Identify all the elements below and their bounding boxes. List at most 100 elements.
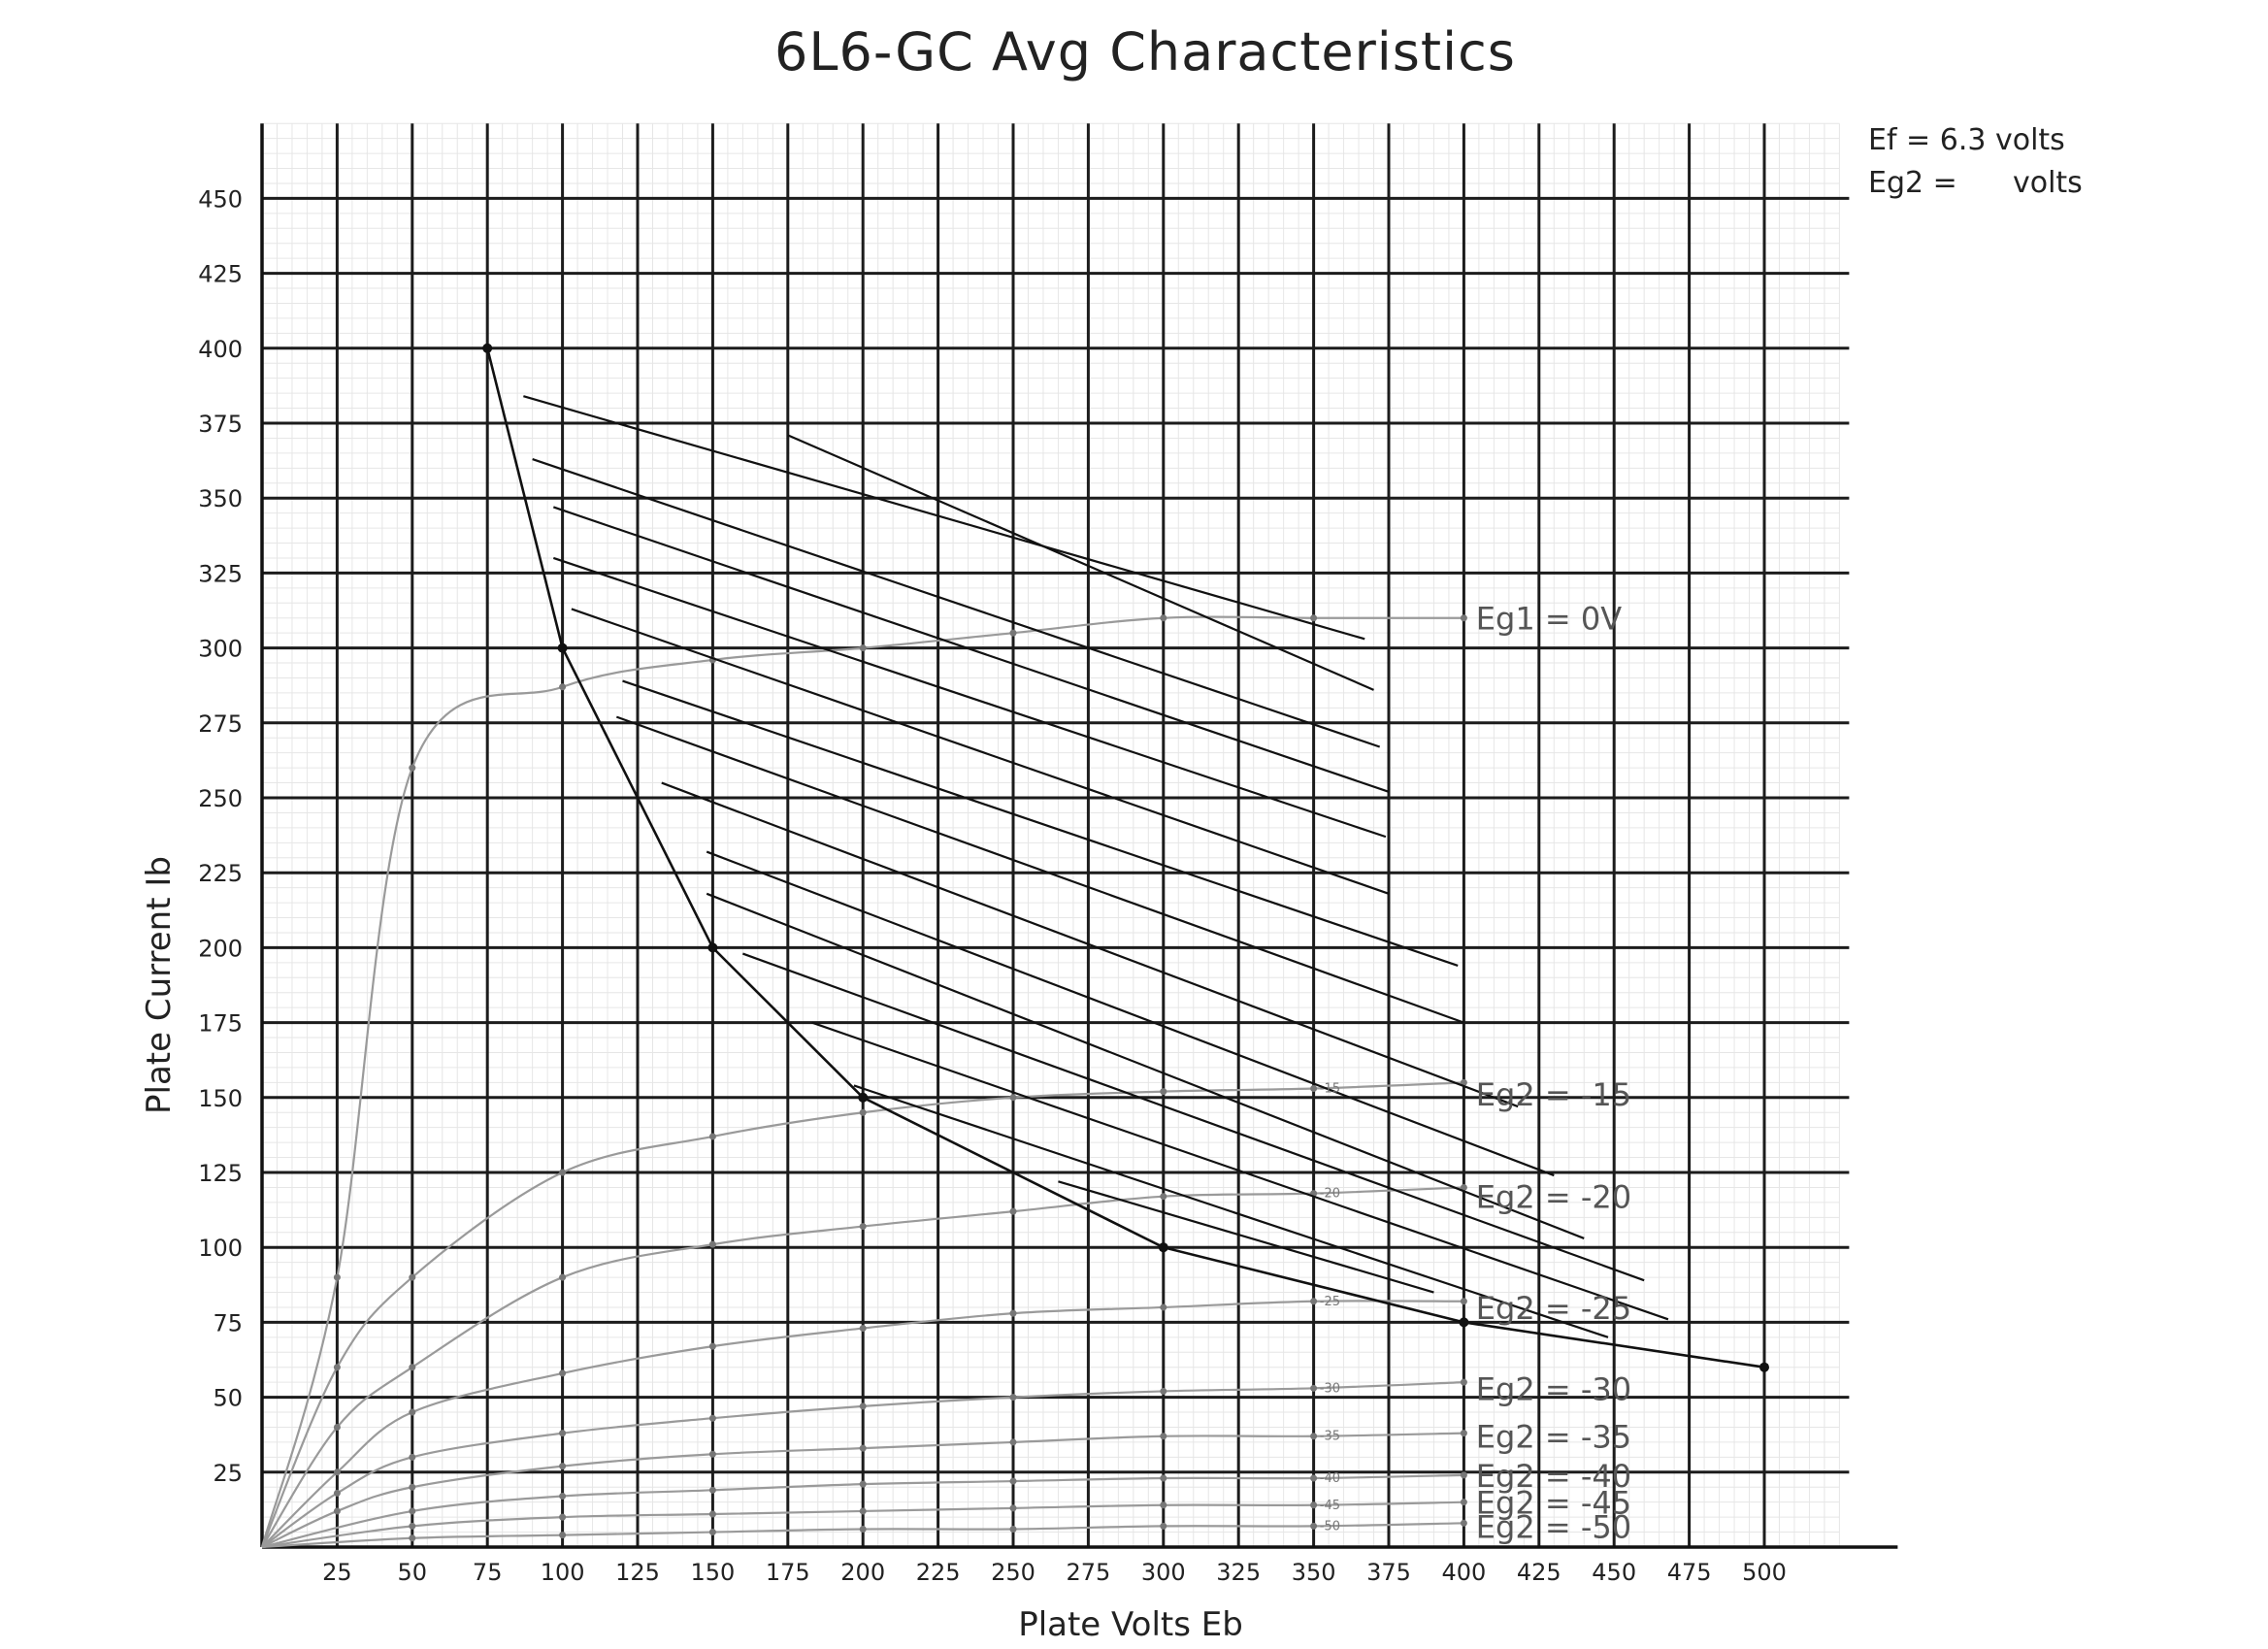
x-tick-label: 175: [766, 1559, 810, 1586]
dissipation-point: [1158, 1242, 1168, 1253]
max-dissipation-curve: [482, 343, 1769, 1372]
curve-point: [1160, 1474, 1167, 1482]
dissipation-point: [858, 1092, 869, 1103]
x-tick-label: 450: [1592, 1559, 1636, 1586]
curve-point: [559, 1532, 567, 1539]
curve-point: [1009, 1394, 1017, 1402]
y-tick-label: 375: [198, 411, 243, 438]
inline-curve-tag: -50: [1320, 1519, 1340, 1534]
y-tick-label: 450: [198, 185, 243, 213]
curve-point: [409, 1364, 416, 1371]
curve-point: [1160, 1501, 1167, 1509]
load-line: [787, 434, 1374, 691]
dissipation-point: [482, 343, 493, 353]
x-tick-label: 500: [1742, 1559, 1787, 1586]
curve-point: [1009, 1207, 1017, 1215]
curve-point: [333, 1507, 341, 1515]
dissipation-point: [1459, 1317, 1469, 1328]
y-tick-label: 25: [213, 1460, 243, 1487]
curve-point: [1310, 614, 1318, 622]
grid-voltage-curve: [260, 1081, 1464, 1548]
inline-curve-tag: -30: [1320, 1381, 1340, 1396]
load-line: [706, 850, 1555, 1177]
curve-label: Eg2 = -25: [1476, 1290, 1631, 1327]
y-tick-label: 175: [198, 1010, 243, 1038]
curve-point: [333, 1489, 341, 1497]
curve-point: [409, 1483, 416, 1491]
curve-point: [1460, 1471, 1467, 1479]
curve-label: Eg2 = -35: [1476, 1419, 1631, 1456]
load-line: [661, 781, 1519, 1108]
curve-point: [1310, 1501, 1318, 1509]
filament-voltage-note: Ef = 6.3 volts: [1868, 123, 2065, 157]
curve-point: [409, 1522, 416, 1530]
load-line: [811, 1021, 1669, 1321]
y-tick-label: 100: [198, 1235, 243, 1262]
y-tick-label: 400: [198, 336, 243, 363]
x-tick-label: 100: [541, 1559, 585, 1586]
curve-point: [1160, 1522, 1167, 1530]
curve-point: [409, 764, 416, 772]
y-tick-label: 425: [198, 261, 243, 288]
curve-point: [708, 1450, 716, 1458]
dissipation-point: [707, 942, 718, 953]
screen-voltage-note: Eg2 = volts: [1868, 166, 2083, 200]
x-tick-label: 350: [1292, 1559, 1336, 1586]
curve-point: [708, 1414, 716, 1422]
inline-curve-tag: -20: [1320, 1187, 1340, 1202]
x-tick-label: 400: [1441, 1559, 1486, 1586]
curve-point: [1460, 1519, 1467, 1527]
y-tick-label: 125: [198, 1160, 243, 1187]
curve-point: [1009, 629, 1017, 637]
curve-point: [1310, 1522, 1318, 1530]
curve-point: [409, 1408, 416, 1416]
load-line: [622, 679, 1459, 967]
x-tick-label: 50: [398, 1559, 428, 1586]
load-line: [853, 1084, 1609, 1338]
curve-point: [333, 1364, 341, 1371]
x-tick-label: 250: [991, 1559, 1035, 1586]
curve-point: [333, 1468, 341, 1476]
curve-point: [1460, 1430, 1467, 1437]
curve-point: [559, 1169, 567, 1176]
curve-point: [1310, 1474, 1318, 1482]
curve-point: [1009, 1477, 1017, 1485]
chart-title: 6L6-GC Avg Characteristics: [774, 21, 1516, 82]
curve-point: [1460, 1298, 1467, 1305]
load-line: [523, 395, 1365, 641]
curve-point: [559, 1513, 567, 1521]
curve-point: [708, 1342, 716, 1350]
y-tick-label: 50: [213, 1385, 243, 1412]
curve-point: [708, 1510, 716, 1518]
y-tick-label: 150: [198, 1085, 243, 1112]
curve-point: [859, 1108, 867, 1116]
grid-voltage-curve: [261, 1432, 1464, 1548]
inline-curve-tag: -45: [1320, 1499, 1340, 1513]
axes: [260, 123, 1898, 1549]
curve-point: [1460, 1378, 1467, 1386]
curve-point: [559, 683, 567, 691]
y-tick-label: 200: [198, 935, 243, 962]
load-line: [706, 892, 1585, 1239]
load-line: [532, 458, 1381, 748]
curve-point: [1310, 1298, 1318, 1305]
curve-label: Eg2 = -20: [1476, 1179, 1631, 1216]
curve-label: Eg2 = -45: [1476, 1485, 1631, 1522]
x-tick-label: 225: [916, 1559, 961, 1586]
curve-point: [859, 1525, 867, 1533]
y-tick-label: 300: [198, 636, 243, 663]
curve-point: [1160, 1433, 1167, 1440]
curve-point: [1460, 1183, 1467, 1191]
curve-label: Eg2 = -40: [1476, 1458, 1631, 1495]
curve-point: [708, 1133, 716, 1140]
load-line: [552, 506, 1390, 793]
curve-point: [1310, 1384, 1318, 1392]
tick-labels: 25 50 75 100 125 150 175 200 225 250 275 300 325 350 3…: [198, 185, 1787, 1586]
x-axis-label: Plate Volts Eb: [1018, 1605, 1243, 1644]
curve-label: Eg2 = -15: [1476, 1076, 1631, 1113]
inline-curve-tag: -35: [1320, 1430, 1340, 1444]
curve-point: [1009, 1504, 1017, 1512]
curve-label: Eg1 = 0V: [1476, 601, 1622, 638]
curve-point: [1160, 1387, 1167, 1395]
load-line: [615, 715, 1464, 1024]
